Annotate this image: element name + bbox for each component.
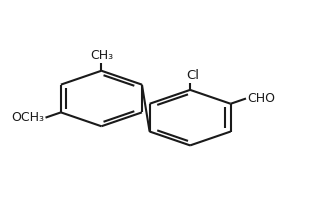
- Text: CH₃: CH₃: [90, 49, 113, 62]
- Text: OCH₃: OCH₃: [11, 111, 44, 124]
- Text: CHO: CHO: [248, 92, 276, 105]
- Text: Cl: Cl: [186, 69, 199, 82]
